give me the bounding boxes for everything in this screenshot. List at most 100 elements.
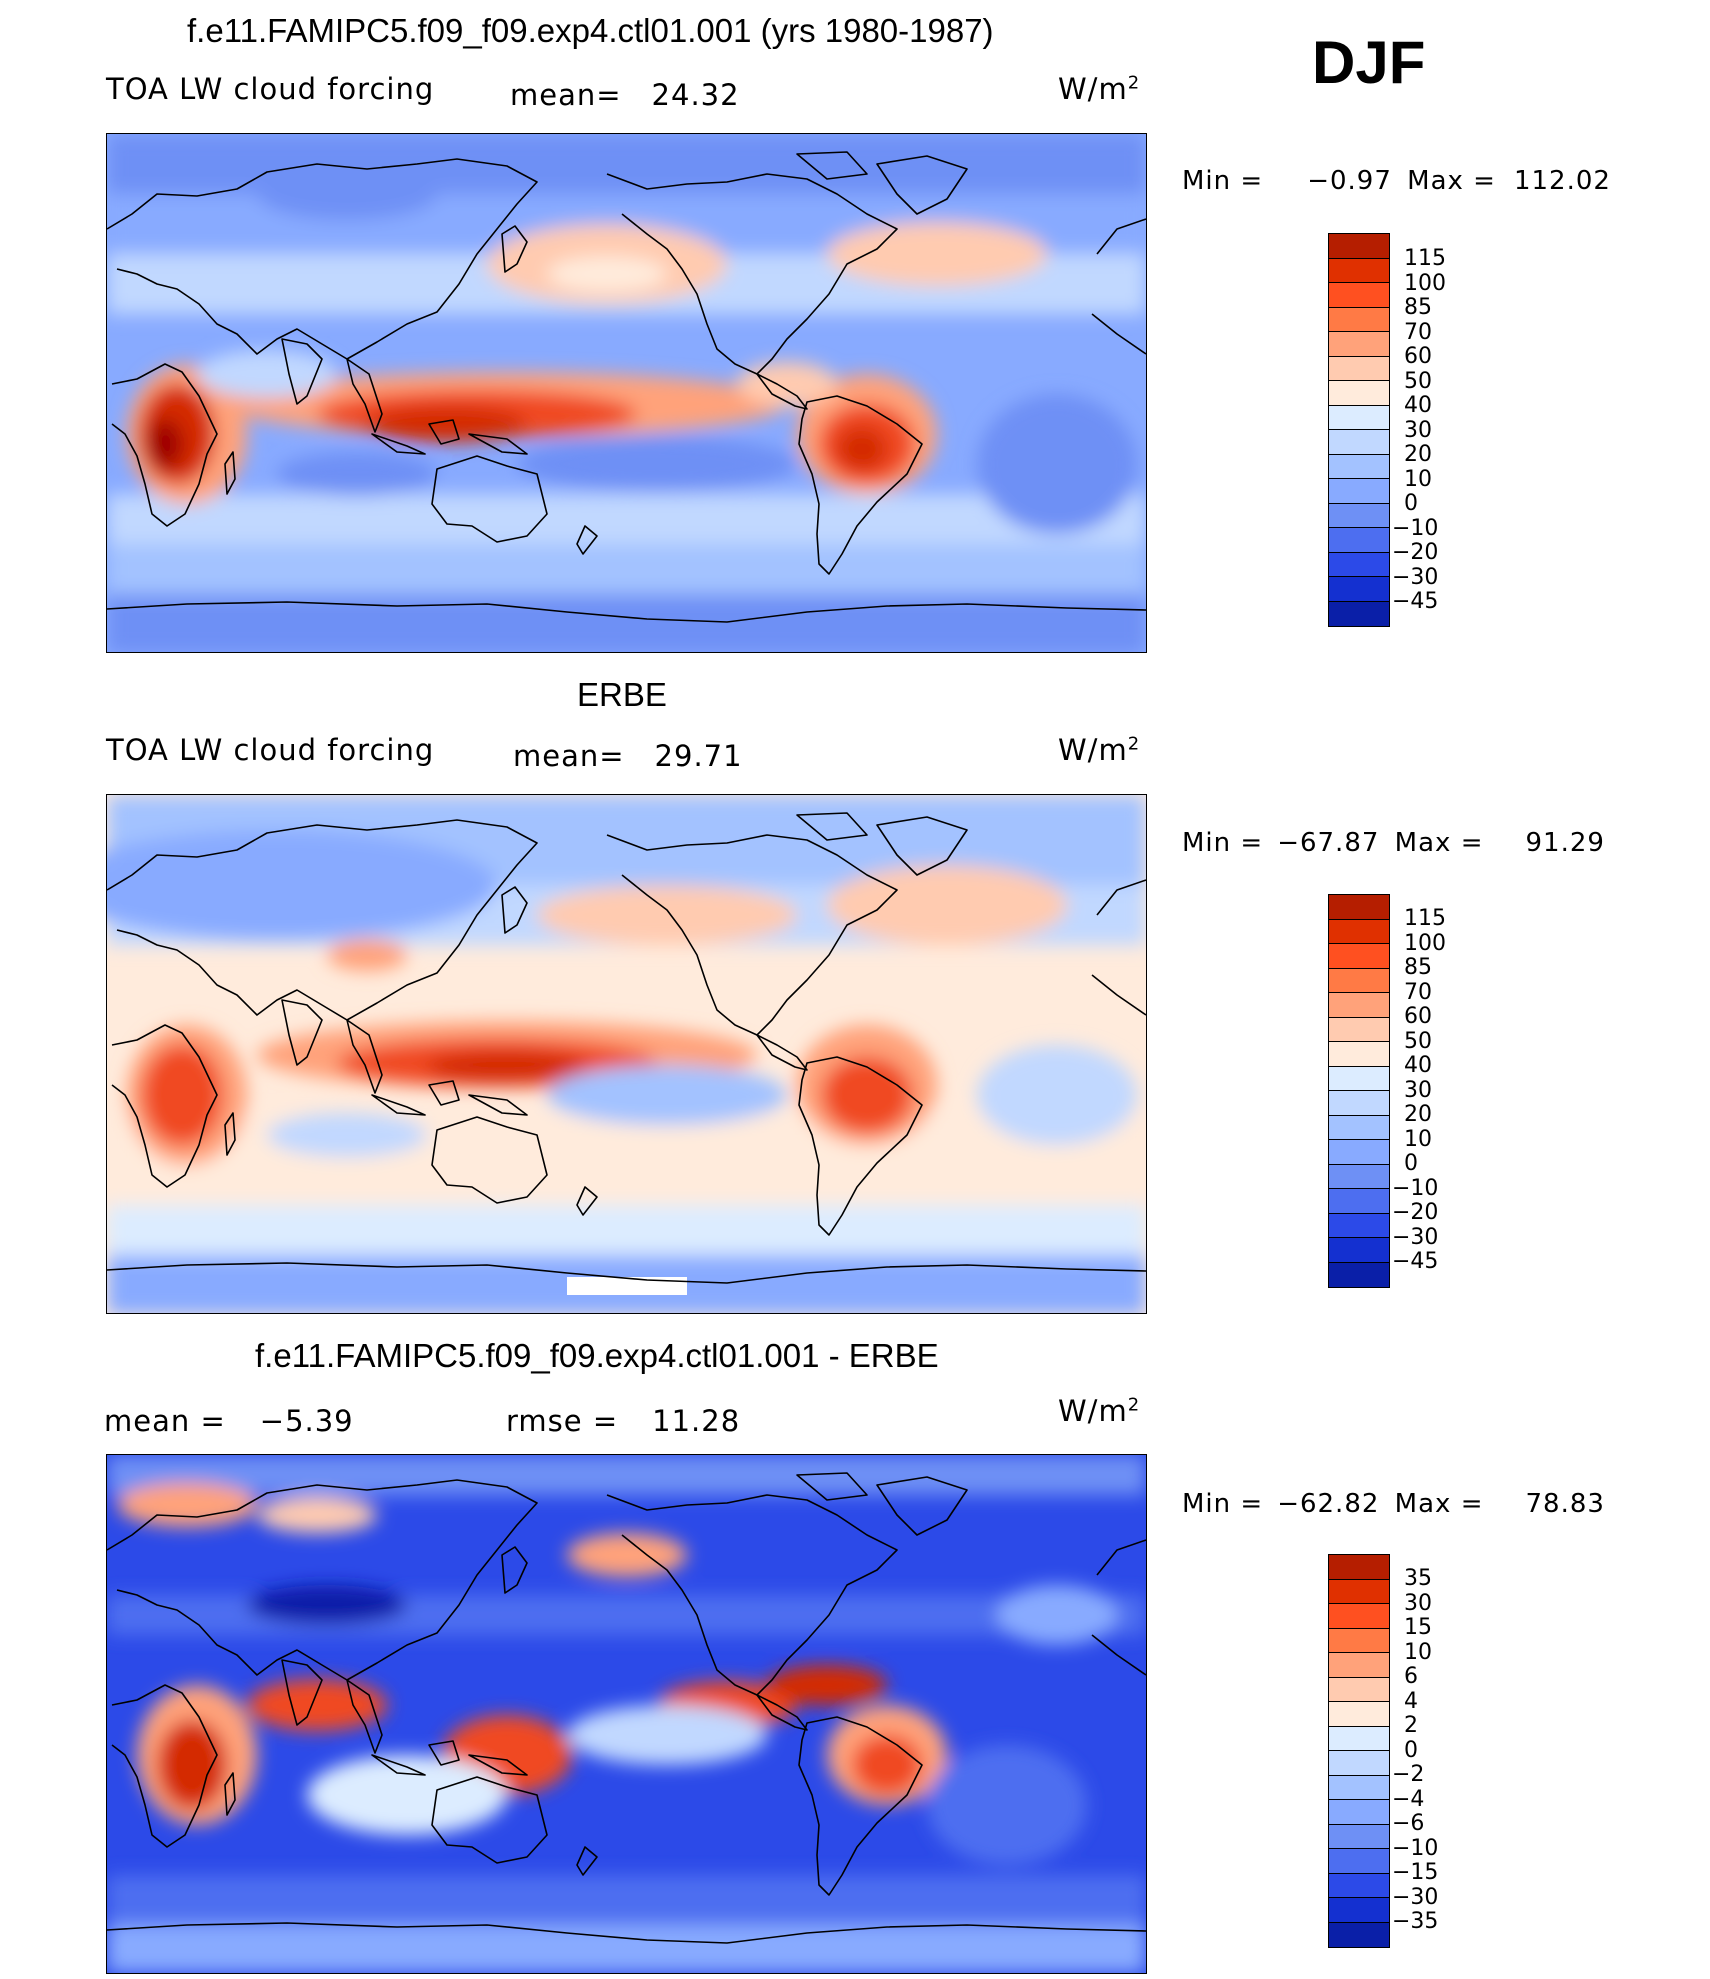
colorbar-swatch (1329, 919, 1389, 944)
colorbar-swatch (1329, 1726, 1389, 1751)
colorbar-swatch (1329, 356, 1389, 381)
coastline (796, 812, 868, 841)
coastline (107, 819, 538, 1021)
colorbar-swatch (1329, 895, 1389, 920)
coastline (468, 433, 528, 455)
coastline (428, 1080, 460, 1106)
coastline (346, 1019, 383, 1094)
colorbar-tick-label: 10 (1404, 1126, 1432, 1152)
panel1-colorbar (1328, 233, 1390, 627)
coastline (428, 1740, 460, 1766)
colorbar-swatch (1329, 1262, 1389, 1287)
coastline (281, 999, 323, 1066)
colorbar-tick-label: 10 (1404, 1639, 1432, 1665)
coastline (281, 1659, 323, 1726)
panel1-minmax: Min = −0.97 Max = 112.02 (1182, 166, 1611, 196)
colorbar-swatch (1329, 1824, 1389, 1849)
coastline (431, 1116, 548, 1204)
colorbar-swatch (1329, 405, 1389, 430)
colorbar-swatch (1329, 552, 1389, 577)
colorbar-tick-label: 4 (1404, 1688, 1418, 1714)
colorbar-tick-label: 60 (1404, 1004, 1432, 1029)
coastline (606, 834, 898, 1036)
coastline (798, 1716, 923, 1896)
colorbar-swatch (1329, 577, 1389, 602)
colorbar-tick-label: −30 (1392, 1884, 1439, 1910)
coastline (107, 1479, 538, 1681)
colorbar-swatch (1329, 1653, 1389, 1678)
colorbar-tick-label: −35 (1392, 1909, 1439, 1934)
coastline (224, 1112, 236, 1156)
colorbar-swatch (1329, 1238, 1389, 1263)
field-band (107, 1925, 1146, 1973)
field-blob (257, 168, 437, 220)
coastline (1096, 879, 1146, 916)
field-band (107, 544, 1146, 594)
coastline (468, 1094, 528, 1116)
field-blob (977, 1045, 1137, 1145)
field-blob (247, 1585, 407, 1625)
field-blob (567, 1705, 767, 1765)
panel3-colorbar (1328, 1554, 1390, 1948)
colorbar-tick-label: 40 (1404, 1053, 1432, 1078)
coastline (876, 155, 968, 215)
colorbar-tick-label: 40 (1404, 393, 1432, 418)
field-blob (147, 419, 183, 469)
colorbar-swatch (1329, 1849, 1389, 1874)
field-blob (537, 885, 797, 945)
coastline (1096, 218, 1146, 255)
colorbar-swatch (1329, 601, 1389, 626)
panel2-units: W/m2 (1058, 733, 1141, 767)
colorbar-swatch (1329, 1702, 1389, 1727)
coastline (1091, 313, 1146, 355)
coastline (346, 1679, 383, 1754)
field-blob (927, 1745, 1087, 1865)
colorbar-swatch (1329, 307, 1389, 332)
coastline (371, 1754, 426, 1776)
colorbar-tick-label: 0 (1404, 1151, 1418, 1176)
field-blob (977, 394, 1137, 534)
colorbar-tick-label: 70 (1404, 319, 1432, 345)
colorbar-tick-label: −10 (1392, 1835, 1439, 1861)
coastline (756, 1034, 808, 1071)
colorbar-tick-label: −15 (1392, 1860, 1439, 1885)
colorbar-tick-label: 0 (1404, 491, 1418, 516)
coastline (371, 1094, 426, 1116)
field-blob (767, 1665, 887, 1705)
coastline (107, 1262, 1146, 1284)
coastline (501, 1546, 528, 1594)
colorbar-tick-label: 20 (1404, 442, 1432, 467)
colorbar-swatch (1329, 479, 1389, 504)
colorbar-tick-label: −10 (1392, 515, 1439, 541)
panel1-mean: mean= 24.32 (510, 78, 740, 112)
panel3-units: W/m2 (1058, 1394, 1141, 1428)
season-label: DJF (1312, 29, 1426, 96)
field-blob (107, 830, 497, 940)
panel1-field-label: TOA LW cloud forcing (106, 72, 435, 106)
colorbar-tick-label: 2 (1404, 1713, 1418, 1738)
colorbar-tick-label: −10 (1392, 1175, 1439, 1201)
panel1-units: W/m2 (1058, 72, 1141, 106)
panel2-minmax: Min = −67.87 Max = 91.29 (1182, 828, 1605, 858)
colorbar-swatch (1329, 1189, 1389, 1214)
colorbar-tick-label: 30 (1404, 1590, 1432, 1616)
colorbar-swatch (1329, 968, 1389, 993)
colorbar-swatch (1329, 993, 1389, 1018)
coastline (371, 433, 426, 455)
colorbar-swatch (1329, 1775, 1389, 1800)
colorbar-swatch (1329, 1873, 1389, 1898)
colorbar-swatch (1329, 381, 1389, 406)
colorbar-swatch (1329, 1898, 1389, 1923)
panel2-map (106, 794, 1147, 1314)
colorbar-swatch (1329, 1115, 1389, 1140)
coastline (876, 816, 968, 876)
panel3-mean: mean = −5.39 (104, 1404, 354, 1438)
coastline (576, 525, 598, 555)
colorbar-swatch (1329, 1677, 1389, 1702)
coastline (798, 395, 923, 575)
coastline (431, 455, 548, 543)
coastline (1096, 1539, 1146, 1576)
coastline (796, 1472, 868, 1501)
coastline (576, 1186, 598, 1216)
coastline (798, 1056, 923, 1236)
